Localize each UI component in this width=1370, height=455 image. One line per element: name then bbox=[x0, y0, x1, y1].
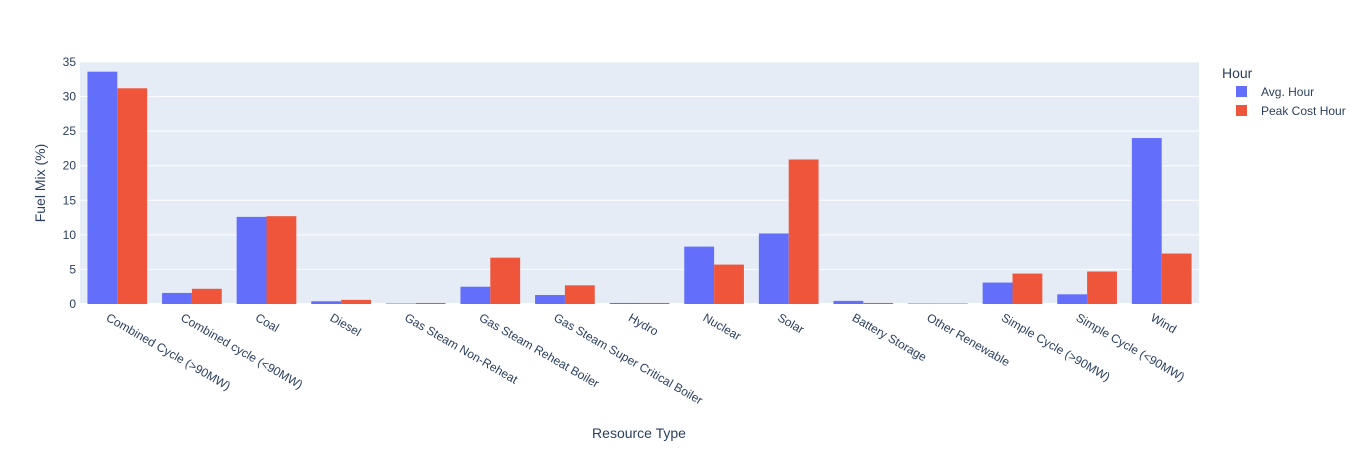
x-tick-label: Nuclear bbox=[701, 310, 744, 343]
y-tick-label: 5 bbox=[69, 262, 76, 276]
legend-item-peak-cost-hour[interactable]: Peak Cost Hour bbox=[1236, 104, 1346, 118]
legend-title: Hour bbox=[1222, 65, 1253, 81]
x-tick-label: Combined Cycle (>90MW) bbox=[104, 310, 233, 393]
x-tick-label: Gas Steam Super Critical Boiler bbox=[551, 310, 705, 407]
x-tick-label: Solar bbox=[775, 310, 806, 336]
y-axis-title: Fuel Mix (%) bbox=[32, 144, 48, 223]
legend[interactable]: Hour Avg. Hour Peak Cost Hour bbox=[1222, 65, 1346, 118]
bar-peak-cost-hour[interactable] bbox=[639, 302, 670, 304]
y-tick-label: 35 bbox=[63, 55, 77, 69]
bar-peak-cost-hour[interactable] bbox=[863, 302, 894, 304]
bar-avg-hour[interactable] bbox=[982, 282, 1013, 304]
y-tick-labels: 0 5 10 15 20 25 30 35 bbox=[63, 55, 77, 311]
x-tick-label: Other Renewable bbox=[924, 310, 1012, 369]
legend-swatch-peak-cost-hour bbox=[1236, 105, 1247, 116]
bar-avg-hour[interactable] bbox=[87, 71, 118, 305]
bar-avg-hour[interactable] bbox=[535, 295, 565, 304]
y-tick-label: 20 bbox=[63, 159, 77, 173]
y-tick-label: 30 bbox=[63, 90, 77, 104]
x-tick-label: Diesel bbox=[328, 310, 364, 339]
bar-avg-hour[interactable] bbox=[908, 303, 938, 305]
bar-peak-cost-hour[interactable] bbox=[415, 302, 446, 304]
bar-avg-hour[interactable] bbox=[1057, 294, 1088, 304]
bar-avg-hour[interactable] bbox=[609, 302, 640, 304]
bar-peak-cost-hour[interactable] bbox=[788, 159, 819, 304]
bar-peak-cost-hour[interactable] bbox=[1012, 273, 1043, 304]
x-axis-title: Resource Type bbox=[592, 425, 686, 441]
legend-label-avg-hour: Avg. Hour bbox=[1261, 85, 1314, 99]
bar-peak-cost-hour[interactable] bbox=[714, 264, 744, 304]
bar-peak-cost-hour[interactable] bbox=[117, 88, 148, 304]
bar-avg-hour[interactable] bbox=[1131, 138, 1162, 304]
y-tick-label: 0 bbox=[69, 297, 76, 311]
x-tick-labels: Combined Cycle (>90MW)Combined cycle (<9… bbox=[104, 310, 1187, 407]
bar-peak-cost-hour[interactable] bbox=[266, 216, 297, 304]
y-tick-label: 10 bbox=[63, 228, 77, 242]
x-tick-label: Combined cycle (<90MW) bbox=[178, 310, 305, 391]
legend-item-avg-hour[interactable]: Avg. Hour bbox=[1236, 85, 1314, 99]
x-tick-label: Battery Storage bbox=[850, 310, 929, 364]
x-tick-label: Gas Steam Reheat Boiler bbox=[477, 310, 602, 390]
y-tick-label: 25 bbox=[63, 124, 77, 138]
bar-peak-cost-hour[interactable] bbox=[1161, 253, 1192, 304]
bar-peak-cost-hour[interactable] bbox=[191, 288, 222, 304]
x-tick-label: Wind bbox=[1148, 310, 1179, 336]
bar-avg-hour[interactable] bbox=[460, 286, 491, 304]
x-tick-label: Hydro bbox=[626, 310, 661, 338]
legend-label-peak-cost-hour: Peak Cost Hour bbox=[1261, 104, 1346, 118]
bar-peak-cost-hour[interactable] bbox=[564, 285, 595, 304]
bar-peak-cost-hour[interactable] bbox=[1087, 271, 1117, 304]
x-tick-label: Coal bbox=[253, 310, 281, 334]
bar-peak-cost-hour[interactable] bbox=[490, 257, 521, 304]
y-tick-label: 15 bbox=[63, 193, 77, 207]
bar-avg-hour[interactable] bbox=[833, 300, 864, 304]
bar-avg-hour[interactable] bbox=[162, 292, 192, 304]
bars[interactable] bbox=[87, 71, 1192, 305]
bar-avg-hour[interactable] bbox=[758, 233, 789, 304]
bar-avg-hour[interactable] bbox=[684, 246, 715, 304]
bar-peak-cost-hour[interactable] bbox=[937, 303, 968, 305]
bar-avg-hour[interactable] bbox=[236, 216, 267, 304]
legend-swatch-avg-hour bbox=[1236, 86, 1247, 97]
bar-avg-hour[interactable] bbox=[385, 303, 416, 305]
bar-avg-hour[interactable] bbox=[311, 301, 342, 304]
bar-peak-cost-hour[interactable] bbox=[341, 299, 371, 304]
